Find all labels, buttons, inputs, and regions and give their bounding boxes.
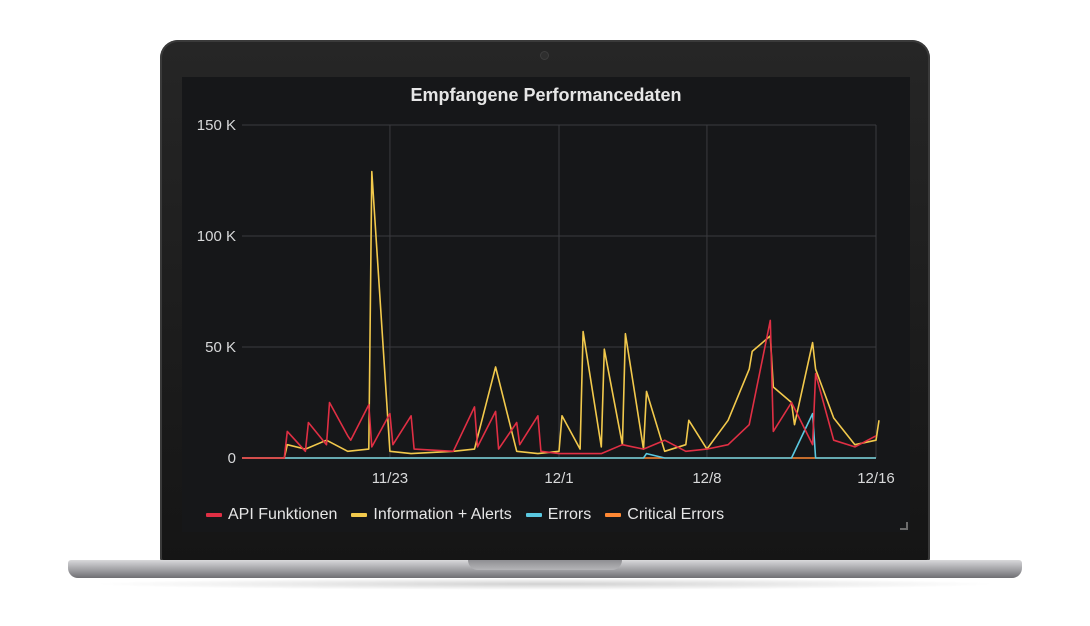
y-tick-label: 0 [228, 450, 236, 467]
legend-item[interactable]: Errors [525, 506, 592, 524]
chart-title: Empfangene Performancedaten [410, 85, 682, 105]
legend-swatch [206, 513, 222, 517]
laptop-shadow [90, 578, 1000, 590]
legend-swatch [605, 513, 622, 517]
series-line [242, 319, 877, 459]
y-tick-label: 50 K [205, 339, 236, 356]
x-tick-label: 12/16 [857, 470, 895, 487]
legend-item[interactable]: Critical Errors [605, 506, 724, 524]
resize-handle[interactable] [900, 522, 908, 530]
plot-area: 0 50 K 100 K 150 K 11/23 12/1 12/8 12/16 [197, 117, 895, 487]
legend: API Funktionen Information + Alerts Errors… [206, 506, 724, 524]
chart-panel: Empfangene Performancedaten 0 50 K 100 K 15… [182, 77, 910, 532]
legend-label: Critical Errors [627, 506, 725, 523]
y-tick-label: 150 K [197, 117, 236, 134]
legend-swatch [525, 513, 542, 517]
laptop-notch [468, 560, 622, 570]
x-tick-label: 12/8 [692, 470, 721, 487]
legend-swatch [351, 513, 368, 517]
legend-label: Errors [547, 506, 592, 523]
series-line [242, 412, 876, 459]
legend-label: API Funktionen [228, 506, 338, 523]
legend-item[interactable]: Information + Alerts [351, 506, 512, 524]
camera-dot [541, 52, 548, 59]
legend-item[interactable]: API Funktionen [206, 506, 337, 524]
x-tick-label: 12/1 [544, 470, 573, 487]
legend-label: Information + Alerts [373, 506, 512, 523]
x-tick-label: 11/23 [372, 470, 408, 487]
y-tick-label: 100 K [197, 228, 236, 245]
series-line [242, 170, 880, 459]
